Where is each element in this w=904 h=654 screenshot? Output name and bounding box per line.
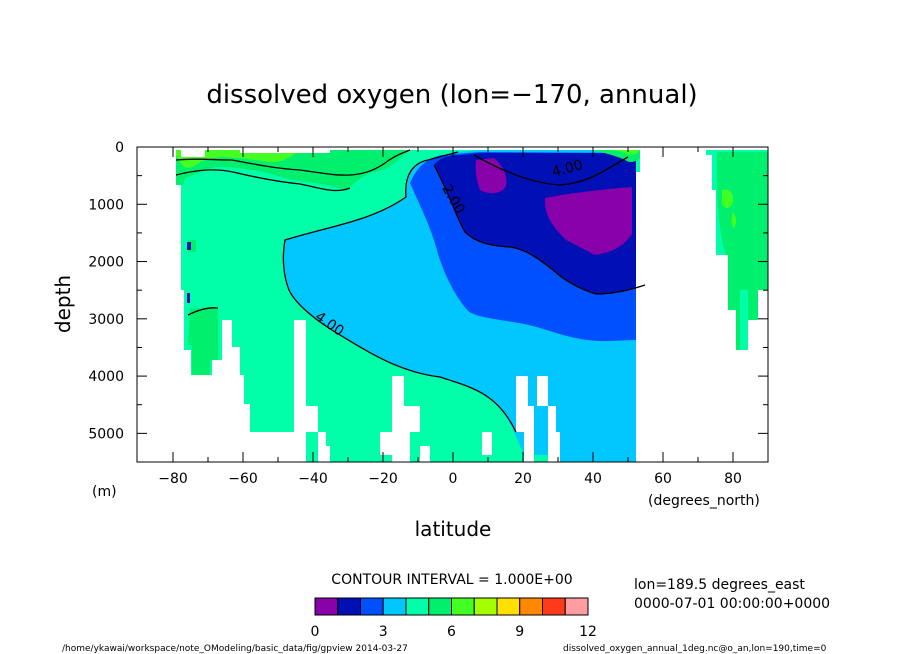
x-tick-label: −60 bbox=[228, 471, 258, 487]
contour-label: 4.00 bbox=[550, 157, 584, 181]
y-unit-label: (m) bbox=[92, 484, 117, 500]
colorbar-tick-label: 6 bbox=[447, 624, 456, 640]
y-tick-label: 5000 bbox=[88, 426, 124, 442]
land-mask bbox=[250, 432, 294, 462]
land-mask bbox=[240, 375, 244, 462]
x-tick-label: −40 bbox=[298, 471, 328, 487]
land-mask bbox=[420, 446, 430, 462]
colorbar-swatch bbox=[314, 597, 339, 616]
land-mask bbox=[296, 406, 318, 462]
colorbar: 0 3 6 9 12 bbox=[311, 597, 597, 640]
land-mask bbox=[636, 150, 728, 462]
colorbar-swatch bbox=[564, 597, 589, 616]
fill-green-southern-2 bbox=[188, 307, 218, 375]
fill-yellowgreen-surface-north bbox=[610, 150, 640, 155]
y-tick-label: 2000 bbox=[88, 255, 124, 271]
land-mask bbox=[244, 404, 250, 462]
y-tick-label: 1000 bbox=[88, 197, 124, 213]
contour-surface bbox=[175, 149, 411, 176]
fill-yellowgreen-northeast-2 bbox=[731, 212, 737, 228]
land-mask bbox=[240, 150, 330, 153]
colorbar-swatch bbox=[496, 597, 521, 616]
colorbar-swatch bbox=[473, 597, 498, 616]
colorbar-swatch bbox=[405, 597, 430, 616]
land-mask bbox=[137, 150, 191, 462]
land-mask bbox=[232, 347, 240, 462]
colorbar-tick-label: 3 bbox=[379, 624, 388, 640]
land-mask bbox=[548, 432, 560, 462]
fill-yellowgreen-surface bbox=[175, 150, 300, 168]
land-mask bbox=[636, 172, 640, 462]
land-mask bbox=[537, 376, 548, 406]
colorbar-swatch bbox=[360, 597, 384, 616]
contour-4-north bbox=[473, 154, 629, 186]
footer-source: dissolved_oxygen_annual_1deg.nc@o_an,lon… bbox=[563, 644, 827, 654]
x-tick-label: −20 bbox=[368, 471, 398, 487]
colorbar-tick-label: 0 bbox=[311, 624, 320, 640]
land-mask bbox=[482, 432, 492, 455]
colorbar-tick-label: 9 bbox=[515, 624, 524, 640]
footer-path: /home/ykawai/workspace/note_OModeling/ba… bbox=[62, 644, 408, 654]
land-mask bbox=[548, 406, 556, 432]
contour-2-north bbox=[433, 164, 646, 295]
land-mask bbox=[728, 310, 736, 462]
fill-green-northeast bbox=[716, 152, 768, 375]
x-axis-label: latitude bbox=[415, 517, 492, 541]
info-time: 0000-07-01 00:00:00+0000 bbox=[634, 596, 830, 612]
contour-interval-text: CONTOUR INTERVAL = 1.000E+00 bbox=[331, 572, 572, 588]
land-mask bbox=[748, 320, 758, 462]
land-mask bbox=[294, 320, 306, 462]
contour-4-deep bbox=[282, 151, 517, 433]
colorbar-tick-label: 12 bbox=[579, 624, 597, 640]
x-tick-label: −80 bbox=[158, 471, 188, 487]
colorbar-swatch bbox=[428, 597, 452, 616]
y-axis-label: depth bbox=[51, 275, 75, 333]
info-lon: lon=189.5 degrees_east bbox=[634, 577, 805, 593]
y-tick-label: 0 bbox=[115, 140, 124, 156]
fill-blue-southern-2 bbox=[187, 293, 190, 303]
colorbar-swatch bbox=[451, 597, 475, 616]
land-mask bbox=[380, 432, 392, 455]
contour-lines bbox=[175, 149, 646, 433]
x-tick-label: 60 bbox=[654, 471, 672, 487]
x-tick-label: 0 bbox=[449, 471, 458, 487]
land-mask bbox=[736, 350, 748, 462]
x-axis: −80 −60 −40 −20 0 20 40 60 80 bbox=[158, 147, 742, 487]
fill-yellowgreen-northeast bbox=[722, 189, 734, 208]
contour-surface-2 bbox=[175, 169, 351, 192]
contour-south bbox=[187, 307, 219, 316]
colorbar-swatch bbox=[382, 597, 407, 616]
oxygen-field bbox=[137, 150, 768, 462]
x-unit-label: (degrees_north) bbox=[648, 493, 760, 509]
land-mask bbox=[191, 375, 212, 462]
fill-violet-deep bbox=[545, 187, 632, 255]
colorbar-swatch bbox=[519, 597, 543, 616]
x-tick-label: 80 bbox=[724, 471, 742, 487]
fill-blue-southern-1 bbox=[187, 242, 191, 250]
land-mask bbox=[524, 406, 534, 462]
land-mask bbox=[318, 446, 330, 462]
land-mask bbox=[181, 150, 205, 157]
x-tick-label: 20 bbox=[514, 471, 532, 487]
colorbar-swatch bbox=[542, 597, 566, 616]
x-tick-label: 40 bbox=[584, 471, 602, 487]
land-mask bbox=[404, 406, 410, 462]
y-tick-label: 3000 bbox=[88, 312, 124, 328]
y-tick-label: 4000 bbox=[88, 369, 124, 385]
fill-violet-upper bbox=[475, 158, 507, 194]
colorbar-swatch bbox=[337, 597, 361, 616]
land-mask bbox=[410, 406, 420, 432]
y-axis: 0 1000 2000 3000 4000 5000 bbox=[88, 140, 768, 442]
chart-title: dissolved oxygen (lon=−170, annual) bbox=[206, 80, 697, 110]
land-mask bbox=[212, 360, 222, 462]
land-mask bbox=[222, 320, 232, 462]
land-mask bbox=[392, 376, 404, 462]
